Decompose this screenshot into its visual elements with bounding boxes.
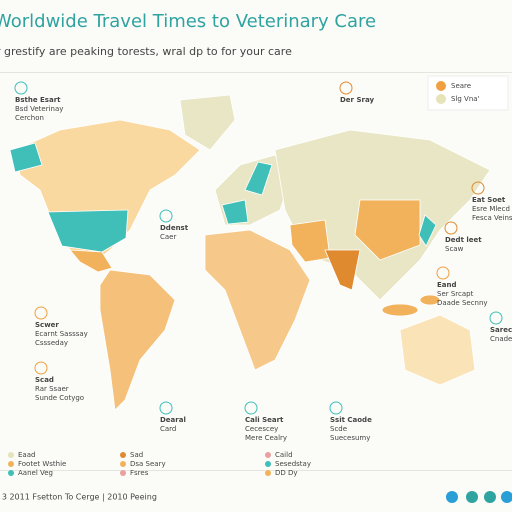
key-dot	[120, 461, 126, 467]
key-dot	[8, 461, 14, 467]
key-label: Footet Wsthie	[18, 460, 66, 468]
footer-text: r 3 2011 Fsetton To Cerge | 2010 Peeing	[0, 493, 157, 502]
key-label: Eaad	[18, 451, 35, 459]
legend-label: Seare	[451, 82, 471, 90]
callout-text: Eand	[437, 281, 457, 289]
callout-text: Der Sray	[340, 96, 374, 104]
key-dot	[8, 470, 14, 476]
callout-text: Fesca Veinsny	[472, 214, 512, 222]
key-label: Dsa Seary	[130, 460, 166, 468]
divider	[0, 72, 512, 73]
callout-text: Scde	[330, 425, 347, 433]
alaska	[9, 142, 43, 173]
callout-text: Eat Soet	[472, 196, 506, 204]
callout-icon	[159, 209, 173, 223]
callout-icon	[159, 401, 173, 415]
south-america	[99, 269, 176, 411]
key-label: Caild	[275, 451, 293, 459]
callout-text: Ser Srcapt	[437, 290, 474, 298]
key-dot	[265, 461, 271, 467]
social-icons	[446, 491, 512, 503]
africa	[204, 229, 311, 371]
icon[interactable]	[446, 491, 458, 503]
japan	[418, 214, 437, 247]
usa	[47, 209, 129, 253]
callout-text: Ddenst	[160, 224, 189, 232]
key-label: DD Dy	[275, 469, 298, 477]
key-dot	[120, 452, 126, 458]
key-dot	[120, 470, 126, 476]
callout-text: Bsd Veterinay	[15, 105, 63, 113]
greenland	[179, 94, 236, 151]
callout-text: Scaw	[445, 245, 464, 253]
callout-icon	[329, 401, 343, 415]
divider	[0, 470, 512, 471]
world-map	[9, 94, 491, 411]
scandinavia	[244, 161, 273, 196]
callout-text: Cnade	[490, 335, 512, 343]
callout-text: Bsthe Esart	[15, 96, 61, 104]
callout-icon	[471, 181, 485, 195]
callout-icon	[436, 266, 450, 280]
callout-text: Esre Mlecd	[472, 205, 510, 213]
china	[354, 199, 421, 261]
key-dot	[265, 452, 271, 458]
callout-text: Ssit Caode	[330, 416, 372, 424]
callout-text: Scad	[35, 376, 54, 384]
icon[interactable]	[501, 491, 512, 503]
legend-swatch	[436, 81, 446, 91]
callout-icon	[444, 221, 458, 235]
callout-text: Sunde Cotygo	[35, 394, 84, 402]
subtitle: r grestify are peaking torests, wral dp …	[0, 45, 292, 58]
legend-label: Slg Vna'	[451, 95, 480, 103]
icon[interactable]	[466, 491, 478, 503]
callout-text: Dearal	[160, 416, 186, 424]
callout-text: Rar Ssaer	[35, 385, 69, 393]
india	[324, 249, 361, 291]
callout-text: Cecescey	[245, 425, 278, 433]
central-america	[69, 249, 113, 273]
key-label: Fsres	[130, 469, 149, 477]
callout-text: Sarec	[490, 326, 512, 334]
icon[interactable]	[484, 491, 496, 503]
callout-text: Caer	[160, 233, 176, 241]
islands	[419, 294, 441, 306]
legend-swatch	[436, 94, 446, 104]
key-label: Sesedstay	[275, 460, 311, 468]
callout-icon	[14, 81, 28, 95]
callout-text: Card	[160, 425, 176, 433]
callout-icon	[339, 81, 353, 95]
australia	[399, 314, 476, 386]
title: Worldwide Travel Times to Veterinary Car…	[0, 11, 376, 32]
callout-text: Cssseday	[35, 339, 68, 347]
callout-text: Daade Secnny	[437, 299, 488, 307]
west-europe	[221, 199, 249, 225]
callout-text: Mere Cealry	[245, 434, 287, 442]
callout-icon	[244, 401, 258, 415]
callout-text: Suecesumy	[330, 434, 370, 442]
key-label: Sad	[130, 451, 143, 459]
key-dot	[265, 470, 271, 476]
callout-text: Ecarnt Sasssay	[35, 330, 88, 338]
middle-east	[289, 219, 331, 263]
callout-icon	[34, 361, 48, 375]
callout-icon	[489, 311, 503, 325]
key-label: Aanel Veg	[18, 469, 53, 477]
callout-text: Cerchon	[15, 114, 44, 122]
callout-text: Cali Seart	[245, 416, 284, 424]
key-dot	[8, 452, 14, 458]
callout-text: Dedt leet	[445, 236, 482, 244]
islands	[381, 303, 419, 317]
callout-text: Scwer	[35, 321, 59, 329]
callout-icon	[34, 306, 48, 320]
